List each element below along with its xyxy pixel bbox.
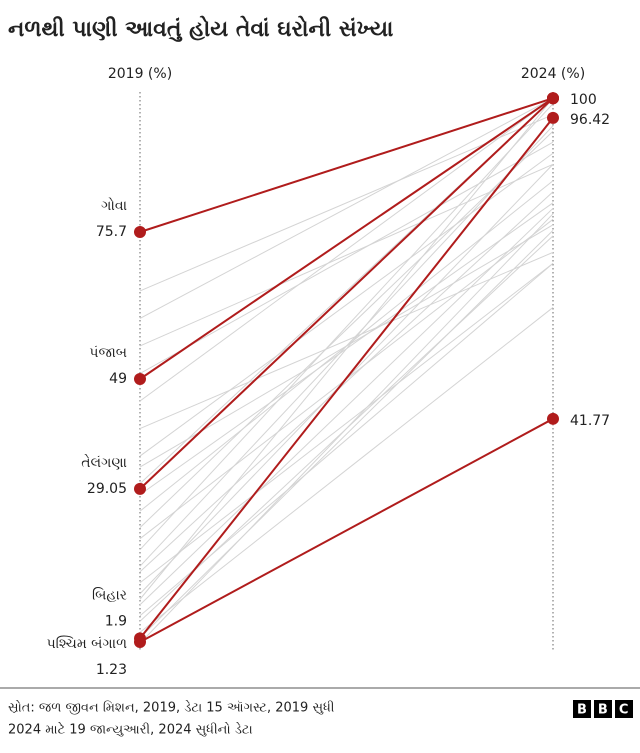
value-label: 1.9 [105, 613, 127, 629]
background-line [139, 141, 554, 374]
point [547, 92, 559, 105]
logo-box [573, 700, 591, 718]
logo-box [594, 700, 612, 718]
series-name: પંજાબ [89, 345, 127, 361]
logo-text: BBC [577, 703, 639, 718]
series-line [139, 97, 554, 233]
value-label: 49 [109, 371, 127, 387]
series-name: બિહાર [92, 587, 127, 603]
series-name: ગોવા [101, 197, 127, 214]
point [134, 225, 146, 238]
series-line [139, 97, 554, 490]
background-line [139, 152, 554, 457]
background-line [139, 103, 554, 551]
background-line [139, 213, 554, 644]
source: સ્રોત: જળ જીવન મિશન, 2019, ડેટા 15 ઑગસ્ટ… [8, 699, 335, 715]
background-line [139, 224, 554, 468]
value-label: 41.77 [570, 413, 610, 429]
value-label: 96.42 [570, 112, 610, 128]
axis-label: 2019 (%) [108, 66, 172, 82]
value-label: 1.23 [96, 662, 127, 678]
value-label: 29.05 [87, 481, 127, 497]
background-line [139, 307, 554, 633]
background-line [139, 97, 554, 600]
point [134, 482, 146, 495]
background-line [139, 130, 554, 529]
series-line [139, 97, 554, 380]
point [134, 636, 146, 649]
background-line [139, 163, 554, 347]
source: 2024 માટે 19 જાન્યુઆરી, 2024 સુધીનો ડેટા [8, 721, 253, 737]
series-name: પશ્ચિમ બંગાળ [47, 636, 127, 652]
background-line [139, 191, 554, 573]
background-line [139, 262, 554, 584]
logo-box [615, 700, 633, 718]
logo: BBC [573, 700, 639, 718]
axis-label: 2024 (%) [521, 66, 585, 82]
background-line [139, 229, 554, 639]
series-name: તેલંગણા [81, 454, 127, 471]
series-line [139, 417, 554, 643]
value-label: 75.7 [96, 224, 127, 240]
point [134, 373, 146, 386]
background-line [139, 97, 554, 319]
background-line [139, 207, 554, 606]
point [547, 412, 559, 425]
background-line [139, 251, 554, 430]
background-line [139, 97, 554, 402]
point [547, 111, 559, 124]
series-line [139, 117, 554, 639]
chart-title: નળથી પાણી આવતું હોય તેવાં ઘરોની સંખ્યા [8, 15, 393, 43]
value-label: 100 [570, 92, 597, 108]
background-line [139, 262, 554, 617]
